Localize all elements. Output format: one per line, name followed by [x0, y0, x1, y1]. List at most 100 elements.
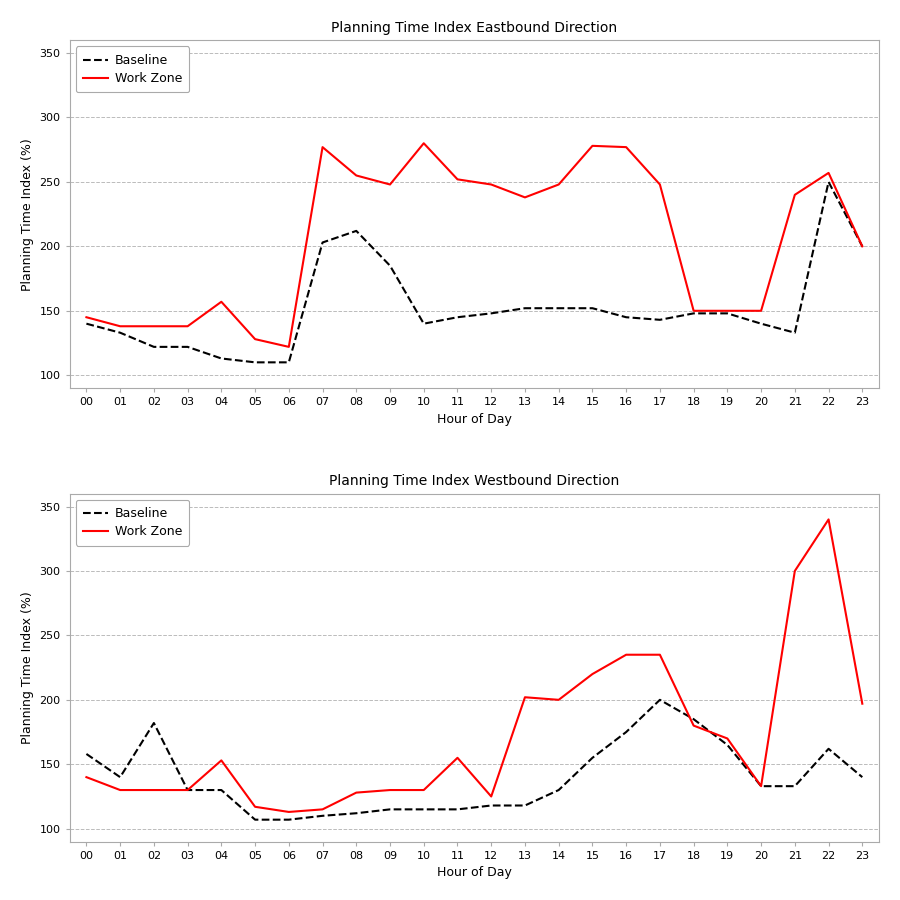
Work Zone	[418, 138, 429, 148]
Work Zone	[857, 698, 868, 709]
Work Zone	[317, 141, 328, 152]
Baseline	[722, 308, 733, 319]
Work Zone	[317, 804, 328, 814]
Line: Baseline: Baseline	[86, 700, 862, 820]
Line: Work Zone: Work Zone	[86, 143, 862, 346]
Baseline	[452, 804, 463, 814]
Legend: Baseline, Work Zone: Baseline, Work Zone	[76, 500, 189, 546]
Baseline	[216, 785, 227, 796]
Work Zone	[654, 649, 665, 660]
Work Zone	[486, 179, 497, 190]
Work Zone	[688, 305, 699, 316]
Work Zone	[284, 806, 294, 817]
Work Zone	[81, 311, 92, 322]
Baseline	[486, 308, 497, 319]
Baseline	[452, 311, 463, 322]
Baseline	[148, 341, 159, 352]
Work Zone	[857, 241, 868, 252]
Baseline	[789, 781, 800, 792]
Work Zone	[824, 514, 834, 525]
Title: Planning Time Index Eastbound Direction: Planning Time Index Eastbound Direction	[331, 21, 617, 35]
Work Zone	[789, 565, 800, 576]
Baseline	[688, 308, 699, 319]
Work Zone	[824, 167, 834, 178]
Work Zone	[216, 296, 227, 307]
Work Zone	[621, 649, 632, 660]
Work Zone	[621, 141, 632, 152]
Work Zone	[554, 179, 564, 190]
Work Zone	[554, 695, 564, 706]
Legend: Baseline, Work Zone: Baseline, Work Zone	[76, 47, 189, 93]
Y-axis label: Planning Time Index (%): Planning Time Index (%)	[21, 591, 34, 744]
Baseline	[621, 726, 632, 737]
Work Zone	[519, 192, 530, 202]
Work Zone	[148, 785, 159, 796]
Baseline	[486, 800, 497, 811]
Work Zone	[284, 341, 294, 352]
Work Zone	[384, 179, 395, 190]
Baseline	[351, 808, 362, 819]
Baseline	[384, 260, 395, 271]
Baseline	[756, 319, 767, 329]
Baseline	[621, 311, 632, 322]
X-axis label: Hour of Day: Hour of Day	[436, 413, 512, 426]
Work Zone	[452, 174, 463, 184]
Work Zone	[789, 189, 800, 200]
Baseline	[114, 771, 125, 782]
Work Zone	[114, 785, 125, 796]
Baseline	[756, 781, 767, 792]
Baseline	[654, 314, 665, 325]
Baseline	[789, 328, 800, 338]
Baseline	[654, 695, 665, 706]
Baseline	[554, 302, 564, 313]
Work Zone	[756, 305, 767, 316]
Baseline	[114, 328, 125, 338]
Baseline	[418, 804, 429, 814]
Baseline	[857, 771, 868, 782]
X-axis label: Hour of Day: Hour of Day	[436, 866, 512, 879]
Baseline	[216, 353, 227, 364]
Work Zone	[148, 321, 159, 332]
Work Zone	[452, 752, 463, 763]
Baseline	[317, 810, 328, 821]
Work Zone	[756, 781, 767, 792]
Baseline	[824, 176, 834, 187]
Work Zone	[519, 692, 530, 703]
Baseline	[351, 226, 362, 237]
Baseline	[182, 785, 193, 796]
Work Zone	[351, 788, 362, 798]
Baseline	[148, 717, 159, 728]
Work Zone	[486, 791, 497, 802]
Work Zone	[384, 785, 395, 796]
Baseline	[182, 341, 193, 352]
Line: Work Zone: Work Zone	[86, 519, 862, 812]
Baseline	[857, 241, 868, 252]
Baseline	[81, 749, 92, 760]
Baseline	[722, 740, 733, 751]
Baseline	[519, 800, 530, 811]
Work Zone	[249, 334, 260, 345]
Baseline	[384, 804, 395, 814]
Work Zone	[587, 140, 598, 151]
Baseline	[418, 319, 429, 329]
Work Zone	[216, 755, 227, 766]
Work Zone	[182, 785, 193, 796]
Work Zone	[722, 734, 733, 744]
Baseline	[284, 814, 294, 825]
Work Zone	[81, 771, 92, 782]
Baseline	[824, 743, 834, 754]
Line: Baseline: Baseline	[86, 182, 862, 363]
Baseline	[587, 302, 598, 313]
Work Zone	[587, 669, 598, 680]
Baseline	[554, 785, 564, 796]
Baseline	[688, 714, 699, 724]
Work Zone	[182, 321, 193, 332]
Y-axis label: Planning Time Index (%): Planning Time Index (%)	[21, 138, 34, 291]
Title: Planning Time Index Westbound Direction: Planning Time Index Westbound Direction	[329, 474, 619, 489]
Baseline	[249, 814, 260, 825]
Baseline	[317, 237, 328, 248]
Work Zone	[351, 170, 362, 181]
Baseline	[249, 357, 260, 368]
Work Zone	[722, 305, 733, 316]
Work Zone	[688, 720, 699, 731]
